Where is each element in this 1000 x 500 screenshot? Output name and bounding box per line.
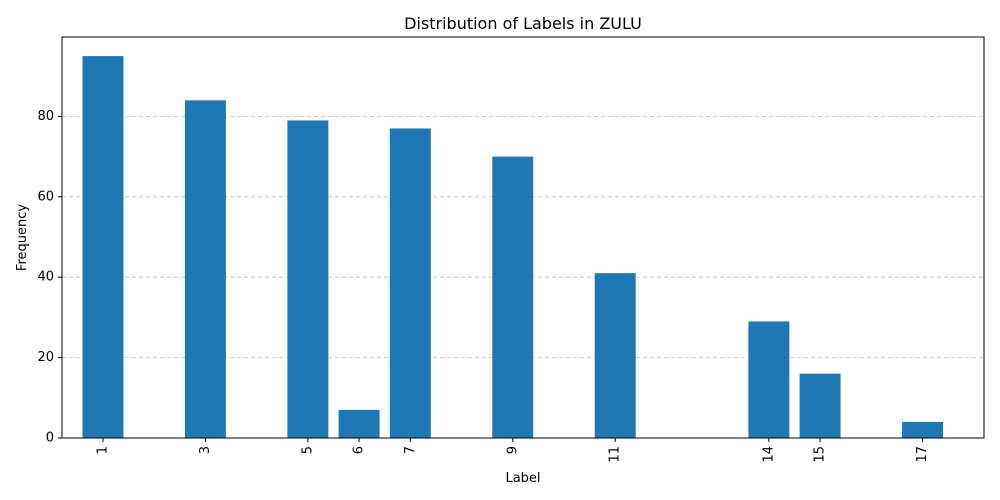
- bar-label-6: [338, 409, 380, 438]
- x-tick-label: 14: [761, 446, 776, 463]
- y-tick-label: 80: [37, 109, 54, 124]
- y-tick-label: 40: [37, 270, 54, 285]
- y-axis-label: Frequency: [15, 204, 30, 271]
- y-tick-label: 60: [37, 189, 54, 204]
- x-tick-label: 3: [198, 446, 213, 454]
- bar-label-5: [287, 120, 329, 438]
- bar-label-15: [799, 373, 841, 438]
- bar-label-11: [594, 273, 636, 438]
- axes-layer: [61, 36, 985, 439]
- plot-frame: [61, 36, 985, 439]
- x-tick-label: 7: [403, 446, 418, 454]
- y-tick-label: 0: [46, 431, 54, 446]
- x-ticks: 1 3 5 6 7 9 11 14 15 17: [95, 438, 930, 463]
- y-tick-label: 20: [37, 350, 54, 365]
- chart-title: Distribution of Labels in ZULU: [404, 14, 642, 33]
- bar-label-7: [389, 128, 431, 438]
- x-tick-label: 15: [813, 446, 828, 463]
- bars-layer: [82, 56, 944, 438]
- bar-label-17: [902, 421, 944, 438]
- bar-label-14: [748, 321, 790, 438]
- x-tick-label: 1: [95, 446, 110, 454]
- x-tick-label: 5: [300, 446, 315, 454]
- x-tick-label: 9: [505, 446, 520, 454]
- y-ticks: 0 20 40 60 80: [37, 109, 62, 446]
- bar-label-1: [82, 56, 124, 438]
- x-tick-label: 17: [915, 446, 930, 463]
- x-axis-label: Label: [505, 471, 540, 486]
- bar-label-9: [492, 156, 534, 438]
- x-tick-label: 6: [352, 446, 367, 454]
- bar-label-3: [184, 100, 226, 438]
- x-tick-label: 11: [608, 446, 623, 463]
